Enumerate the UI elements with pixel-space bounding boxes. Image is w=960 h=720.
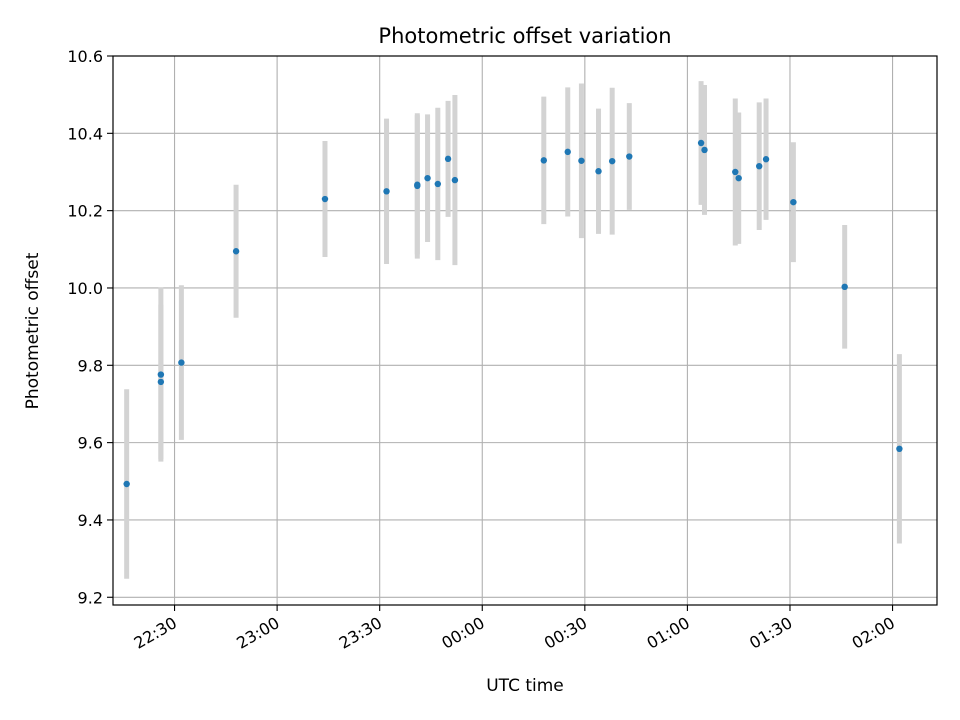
data-point [157,378,165,386]
data-point [701,146,708,154]
y-tick-label: 10.6 [67,47,103,66]
y-axis-label: Photometric offset [23,252,43,409]
y-tick-label: 10.4 [67,124,103,143]
data-point [540,157,548,164]
y-tick-label: 9.6 [78,434,103,453]
y-axis: 9.2 9.4 9.6 9.8 10.0 10.2 10.4 10.6 [67,47,113,607]
data-point [735,174,742,182]
y-tick-label: 9.8 [78,356,103,375]
data-point [451,176,459,184]
data-point [608,157,616,165]
grid-layer [113,55,937,605]
data-point [383,188,390,195]
chart-title: Photometric offset variation [378,24,671,48]
data-point [444,155,452,163]
data-point [578,157,585,164]
data-point [424,174,431,182]
data-point [123,480,130,488]
y-tick-label: 10.0 [67,279,103,298]
data-point [762,156,770,163]
data-point [697,139,705,147]
data-point [564,148,571,156]
point-layer [123,139,903,488]
y-tick-label: 10.2 [67,202,103,221]
plot-frame [112,55,938,606]
data-point [178,359,185,366]
data-point [232,248,240,255]
data-point [157,371,165,378]
data-point [414,181,421,188]
data-point [896,445,903,453]
data-point [434,180,442,188]
data-point [756,162,763,170]
data-point [790,198,797,206]
y-tick-label: 9.4 [78,511,103,530]
y-tick-label: 9.2 [78,588,103,607]
data-point [732,168,739,176]
data-point [841,283,848,291]
data-point [626,153,633,160]
data-point [321,195,329,203]
x-axis-label: UTC time [486,676,564,696]
data-point [595,168,602,175]
